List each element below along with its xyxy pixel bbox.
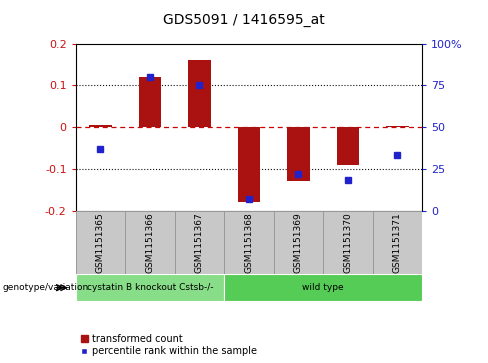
Text: cystatin B knockout Cstsb-/-: cystatin B knockout Cstsb-/-	[87, 283, 213, 292]
Bar	[287, 127, 309, 182]
Bar	[386, 126, 408, 127]
Text: genotype/variation: genotype/variation	[2, 283, 89, 292]
Bar	[373, 211, 422, 274]
Text: GSM1151370: GSM1151370	[344, 212, 352, 273]
Bar	[337, 127, 359, 166]
Text: GDS5091 / 1416595_at: GDS5091 / 1416595_at	[163, 13, 325, 27]
Bar	[76, 211, 125, 274]
Bar	[76, 274, 224, 301]
Text: GSM1151371: GSM1151371	[393, 212, 402, 273]
Text: GSM1151368: GSM1151368	[244, 212, 253, 273]
Bar	[188, 60, 210, 127]
Text: GSM1151366: GSM1151366	[145, 212, 154, 273]
Bar	[274, 211, 323, 274]
Bar	[175, 211, 224, 274]
Text: wild type: wild type	[302, 283, 344, 292]
Text: GSM1151369: GSM1151369	[294, 212, 303, 273]
Legend: transformed count, percentile rank within the sample: transformed count, percentile rank withi…	[81, 334, 257, 356]
Bar	[224, 211, 274, 274]
Bar	[224, 274, 422, 301]
Bar	[323, 211, 373, 274]
Text: GSM1151365: GSM1151365	[96, 212, 105, 273]
Text: GSM1151367: GSM1151367	[195, 212, 204, 273]
Bar	[125, 211, 175, 274]
Bar	[139, 77, 161, 127]
Bar	[89, 125, 112, 127]
Bar	[238, 127, 260, 202]
